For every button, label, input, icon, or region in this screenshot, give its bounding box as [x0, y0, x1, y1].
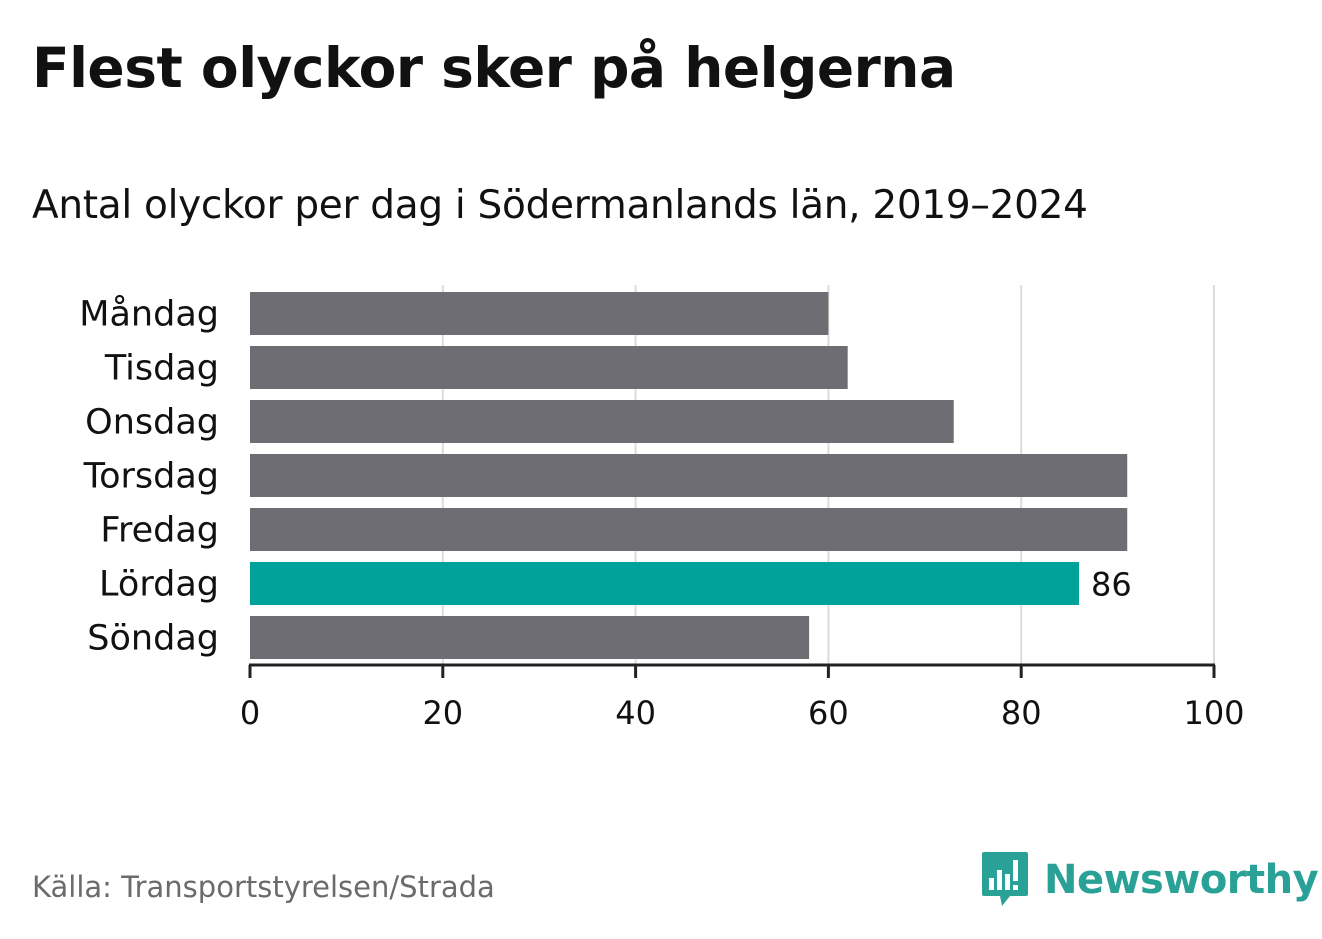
bar-söndag [250, 616, 810, 659]
newsworthy-logo-icon [982, 852, 1028, 906]
x-tick-label: 20 [422, 694, 463, 732]
x-tick-label: 100 [1183, 694, 1244, 732]
bar-lördag [250, 562, 1080, 605]
bar-fredag [250, 508, 1128, 551]
category-label: Torsdag [83, 457, 219, 497]
x-tick-label: 80 [1001, 694, 1042, 732]
brand-logo: Newsworthy [980, 850, 1319, 910]
data-label: 86 [1091, 566, 1132, 604]
category-label: Måndag [79, 294, 219, 335]
x-axis: 0 20 40 60 80 100 [240, 663, 1245, 732]
bar-torsdag [250, 454, 1128, 497]
source-note: Källa: Transportstyrelsen/Strada [32, 870, 495, 904]
bar-tisdag [250, 346, 848, 389]
bar-onsdag [250, 400, 954, 443]
x-tick-label: 60 [808, 694, 849, 732]
x-tick-label: 40 [615, 694, 656, 732]
x-tick-label: 0 [240, 694, 260, 732]
category-label: Onsdag [85, 403, 219, 443]
category-label: Söndag [87, 619, 219, 659]
bar-måndag [250, 292, 829, 335]
chart-subtitle: Antal olyckor per dag i Södermanlands lä… [32, 183, 1088, 228]
category-label: Lördag [99, 565, 219, 605]
brand-name: Newsworthy [1044, 857, 1319, 903]
category-label: Fredag [100, 511, 219, 551]
chart-title: Flest olyckor sker på helgerna [32, 36, 956, 100]
category-label: Tisdag [104, 349, 219, 389]
bars [250, 292, 1128, 659]
category-labels: Måndag Tisdag Onsdag Torsdag Fredag Lördag Sön… [79, 294, 1131, 659]
